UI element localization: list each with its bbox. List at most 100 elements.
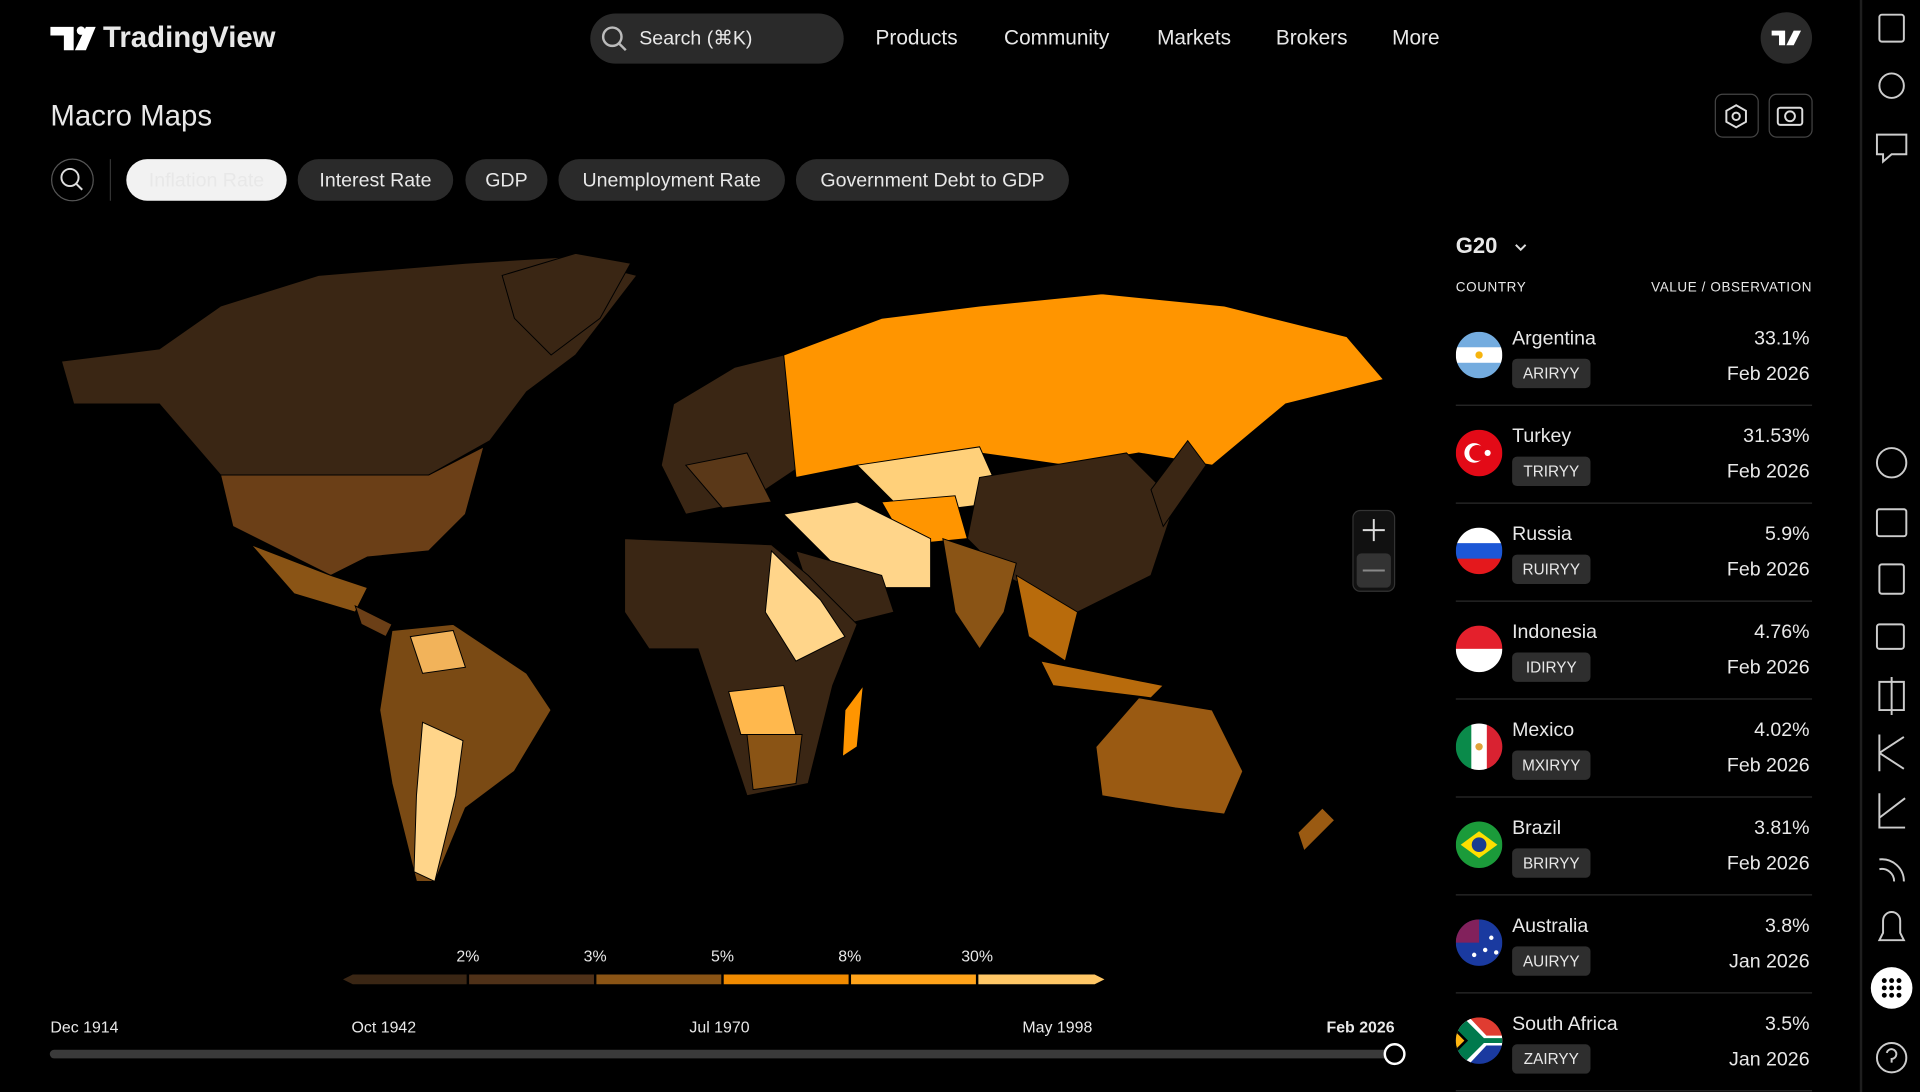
country-name: Russia [1512, 523, 1572, 545]
tab[interactable]: Inflation Rate [126, 159, 287, 201]
country-shape [60, 256, 638, 476]
search-box[interactable]: Search (⌘K) [590, 13, 844, 64]
country-row[interactable]: Brazil BRIRYY 3.81% Feb 2026 [1455, 817, 1813, 896]
ticker: ZAIRYY [1524, 1051, 1579, 1068]
tab[interactable]: Unemployment Rate [558, 159, 785, 201]
country-row[interactable]: Argentina ARIRYY 33.1% Feb 2026 [1455, 327, 1813, 406]
country-name: Turkey [1512, 425, 1571, 447]
sidebar-icon[interactable] [1875, 623, 1905, 650]
value: 4.76% [1754, 621, 1810, 643]
timeline-handle[interactable] [1383, 1043, 1406, 1066]
flag [1455, 723, 1503, 771]
nav-link[interactable]: Products [876, 27, 958, 50]
group-name: G20 [1456, 233, 1498, 258]
flag [1455, 625, 1503, 673]
value: 3.81% [1754, 817, 1810, 839]
sidebar-icon[interactable] [1879, 858, 1905, 882]
tab-label: GDP [485, 169, 527, 191]
sidebar-icon[interactable] [1878, 72, 1905, 99]
world-map[interactable] [60, 252, 1385, 883]
country-shape [727, 685, 797, 736]
sidebar-icon[interactable] [1877, 911, 1906, 942]
country-name: South Africa [1512, 1013, 1618, 1035]
observation-date: Feb 2026 [1727, 559, 1810, 581]
sidebar-icon[interactable] [1878, 676, 1905, 715]
zoom-in[interactable] [1362, 519, 1385, 542]
country-shape [1015, 574, 1079, 662]
flag-part [1482, 947, 1488, 953]
observation-date: Feb 2026 [1727, 755, 1810, 777]
country-row[interactable]: Indonesia IDIRYY 4.76% Feb 2026 [1455, 621, 1813, 700]
flag [1455, 919, 1503, 966]
country-shape [250, 544, 369, 613]
nav-link[interactable]: More [1392, 27, 1439, 50]
map-search-button[interactable] [51, 158, 94, 202]
logo[interactable]: TradingView [50, 21, 276, 54]
country-row[interactable]: Russia RUIRYY 5.9% Feb 2026 [1455, 523, 1813, 602]
country-shape [1095, 697, 1244, 815]
tab-background [297, 159, 454, 201]
country-row[interactable]: South Africa ZAIRYY 3.5% Jan 2026 [1455, 1013, 1813, 1092]
nav-link[interactable]: Community [1004, 27, 1110, 50]
zoom-out[interactable] [1356, 553, 1391, 588]
tab[interactable]: Interest Rate [297, 159, 454, 201]
timeline-label: Dec 1914 [50, 1020, 118, 1037]
legend-label: 2% [456, 949, 479, 966]
ticker-badge [1512, 750, 1591, 780]
flag-part [1475, 743, 1483, 751]
country-shape [942, 537, 1017, 650]
timeline-label: Feb 2026 [1327, 1020, 1395, 1037]
sidebar-icon[interactable] [1875, 133, 1908, 164]
sidebar-icon[interactable] [1878, 13, 1905, 43]
flag-part [1455, 543, 1503, 560]
country-shape [841, 683, 864, 758]
settings-button[interactable] [1714, 93, 1759, 138]
nav-link[interactable]: Markets [1157, 27, 1231, 50]
sidebar-icon[interactable] [1878, 793, 1906, 829]
country-shape [1039, 660, 1165, 699]
observation-date: Feb 2026 [1727, 657, 1810, 679]
sidebar-icon[interactable] [1878, 734, 1905, 772]
value: 5.9% [1765, 523, 1810, 545]
observation-date: Feb 2026 [1727, 461, 1810, 483]
observation-date: Feb 2026 [1727, 852, 1810, 874]
ticker-badge [1512, 1044, 1591, 1074]
flag-part [1494, 950, 1499, 955]
flag-part [1489, 935, 1494, 940]
value: 4.02% [1754, 719, 1810, 741]
group-selector[interactable]: G20 [1456, 233, 1527, 258]
country-row[interactable]: Turkey TRIRYY 31.53% Feb 2026 [1455, 425, 1813, 504]
tab-label: Government Debt to GDP [820, 169, 1044, 191]
timeline-label: May 1998 [1022, 1020, 1092, 1037]
avatar[interactable] [1760, 12, 1813, 64]
country-row[interactable]: Mexico MXIRYY 4.02% Feb 2026 [1455, 719, 1813, 798]
ticker: TRIRYY [1523, 464, 1579, 481]
country-row[interactable]: Australia AUIRYY 3.8% Jan 2026 [1455, 915, 1813, 994]
flag-part [1455, 527, 1503, 544]
sidebar-icon[interactable] [1875, 1042, 1908, 1074]
country-shape [1297, 807, 1336, 852]
legend: 2% 3% 5% 8% 30% [342, 949, 1105, 985]
value: 3.5% [1765, 1013, 1810, 1035]
flag-part [1471, 952, 1477, 958]
country-shape [219, 445, 485, 576]
country-name: Mexico [1512, 719, 1574, 741]
sidebar-icon[interactable] [1875, 447, 1908, 479]
tab[interactable]: Government Debt to GDP [795, 159, 1069, 201]
sidebar-icon[interactable] [1878, 563, 1905, 595]
apps-button[interactable] [1870, 967, 1913, 1009]
tab-background [465, 159, 548, 201]
flag-part [1469, 445, 1486, 461]
tab[interactable]: GDP [465, 159, 548, 201]
country-name: Argentina [1512, 327, 1596, 349]
screenshot-button[interactable] [1768, 93, 1813, 138]
country-shape [413, 721, 464, 883]
zoom-control [1352, 509, 1396, 592]
search-placeholder: Search (⌘K) [639, 27, 752, 49]
nav-link[interactable]: Brokers [1276, 27, 1348, 50]
country-name: Indonesia [1512, 621, 1597, 643]
timeline-label: Oct 1942 [352, 1020, 417, 1037]
flag-part [1455, 1032, 1465, 1050]
sidebar-icon[interactable] [1875, 508, 1908, 538]
